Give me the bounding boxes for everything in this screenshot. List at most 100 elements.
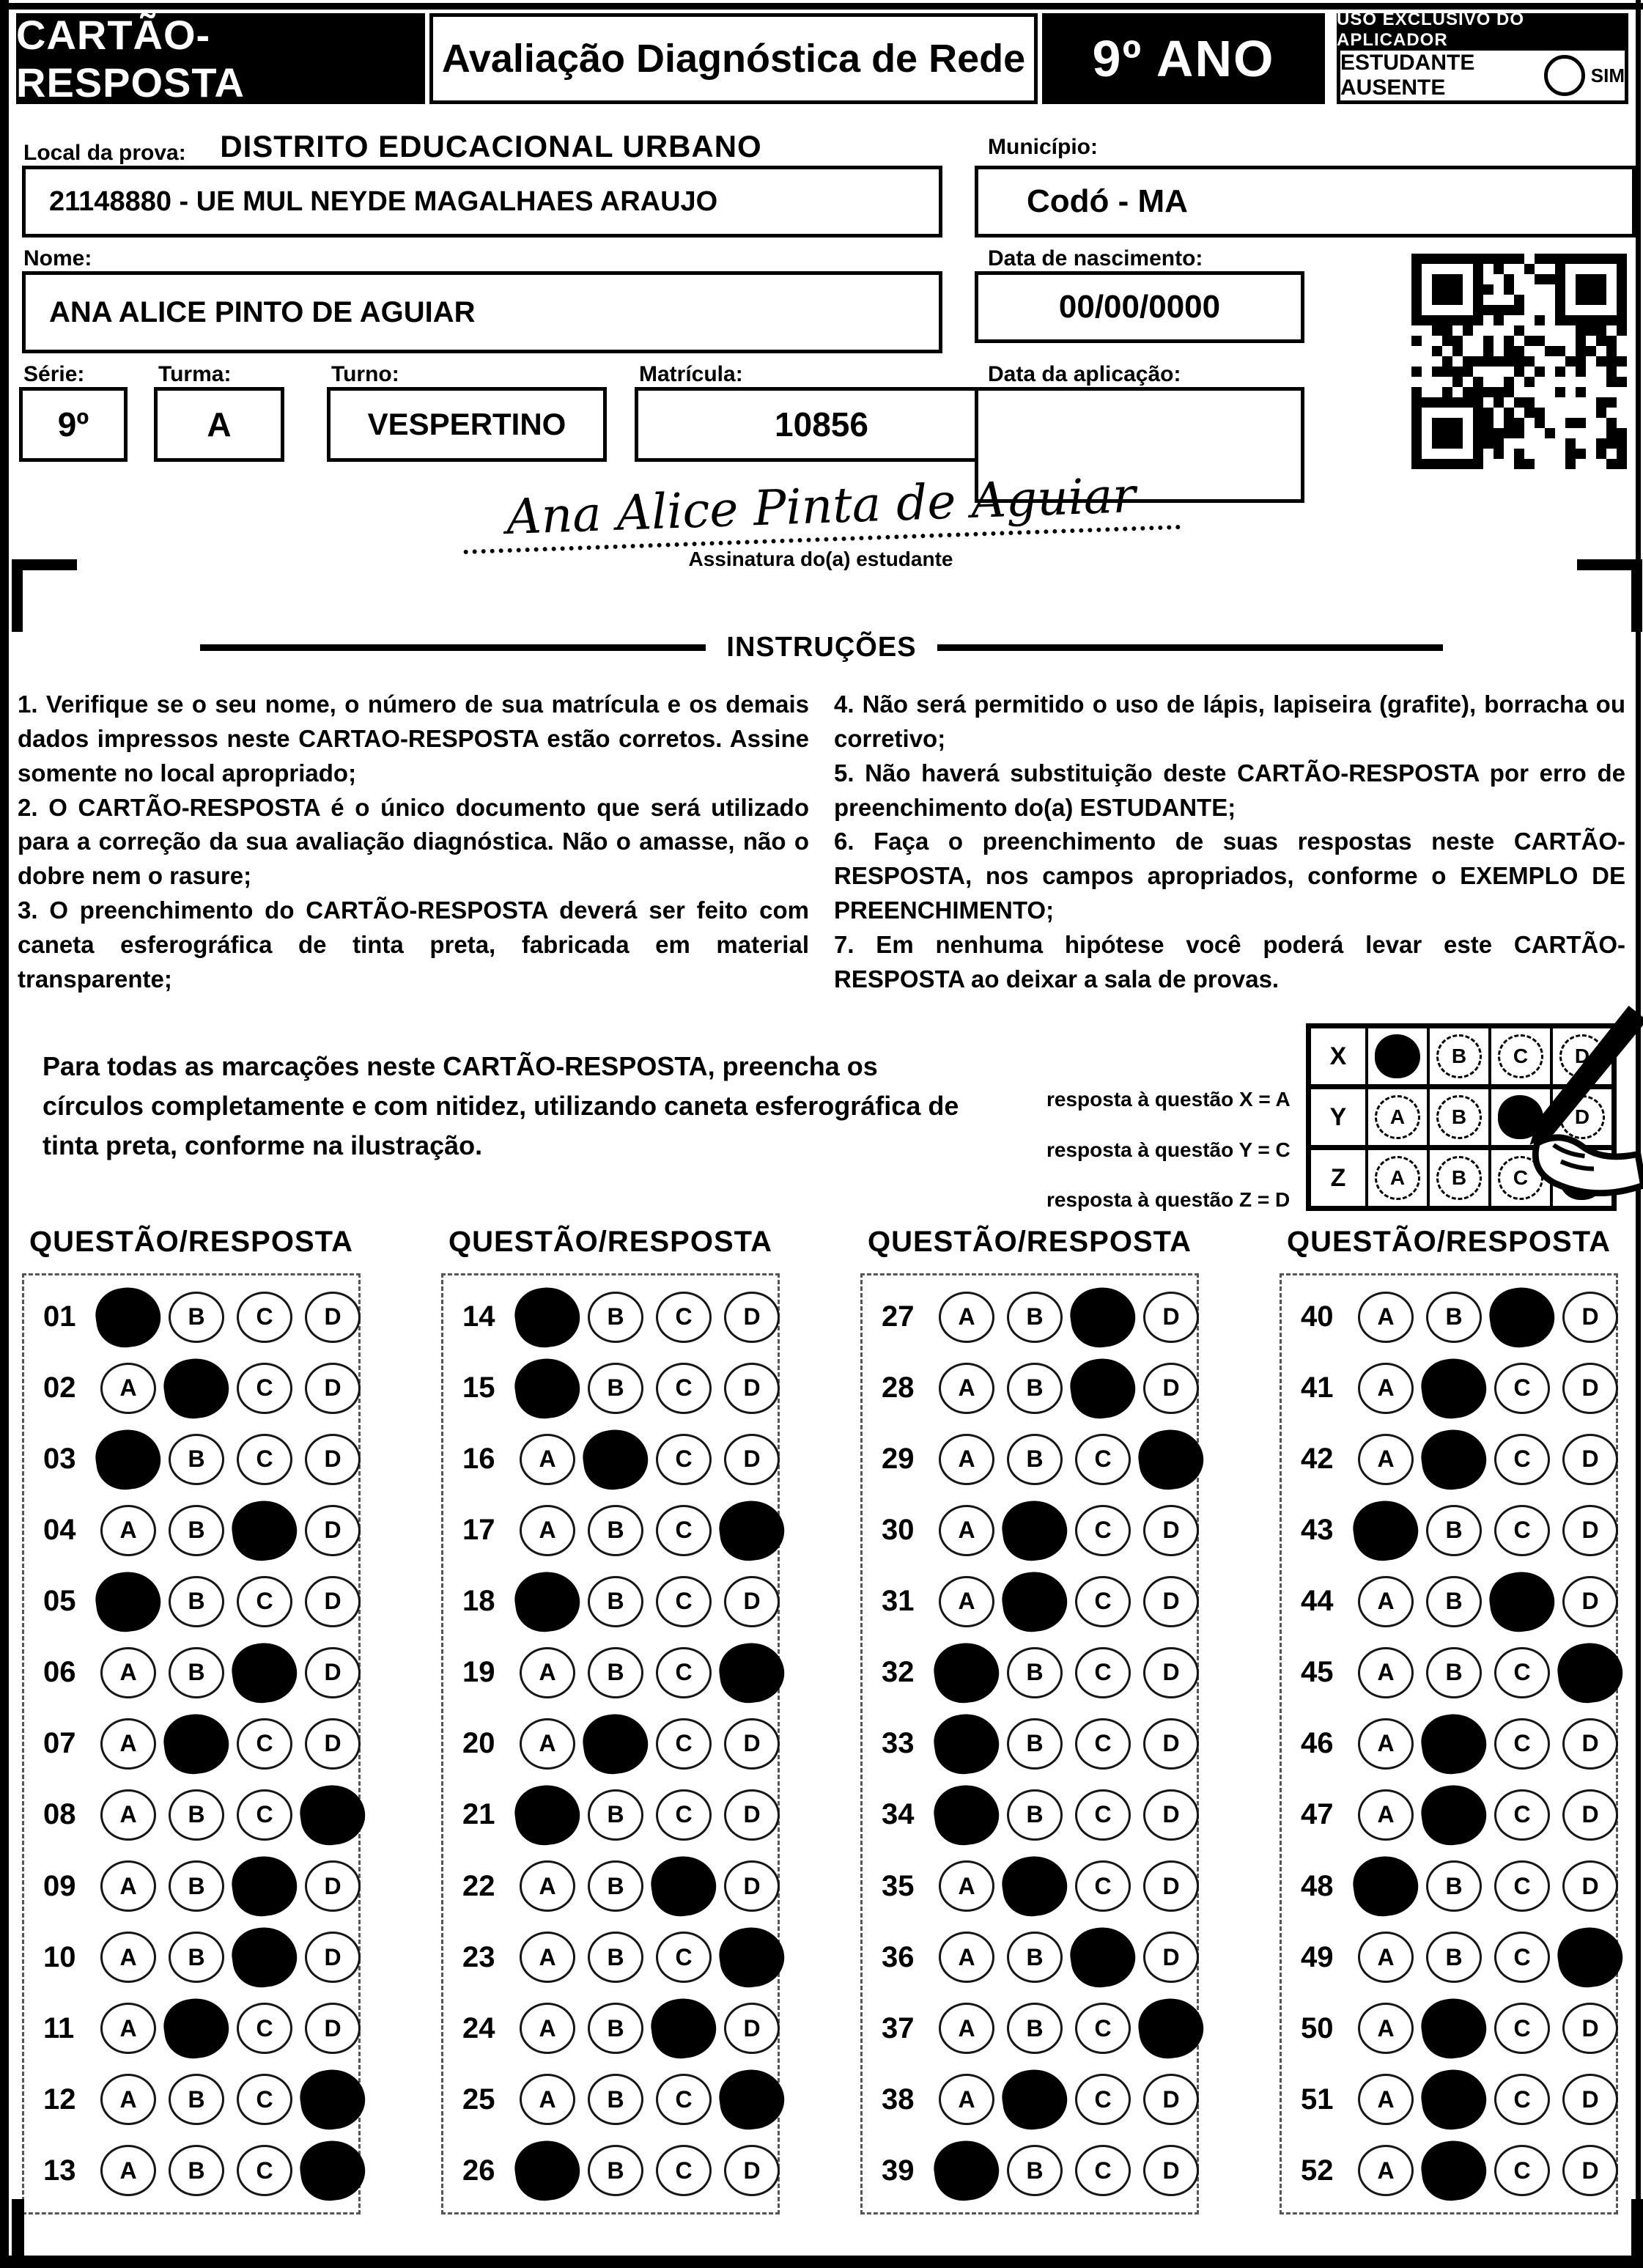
bubble-a[interactable]: A	[939, 1575, 994, 1627]
bubble-c-filled[interactable]	[228, 1923, 301, 1992]
bubble-c[interactable]: C	[1494, 1646, 1550, 1698]
bubble-c[interactable]: C	[1075, 1575, 1131, 1627]
bubble-b[interactable]: B	[1426, 1291, 1482, 1343]
bubble-b[interactable]: B	[588, 1860, 643, 1912]
bubble-a[interactable]: A	[100, 1860, 156, 1912]
bubble-b[interactable]: B	[1007, 1646, 1063, 1698]
bubble-c[interactable]: C	[237, 1362, 292, 1414]
bubble-a[interactable]: A	[1358, 2003, 1414, 2055]
bubble-d[interactable]: D	[1143, 1575, 1199, 1627]
bubble-a[interactable]: A	[1358, 1789, 1414, 1841]
bubble-a[interactable]: A	[939, 2003, 994, 2055]
bubble-a[interactable]: A	[520, 1860, 575, 1912]
bubble-d-filled[interactable]	[1134, 1425, 1208, 1493]
bubble-c[interactable]: C	[1075, 1860, 1131, 1912]
bubble-b-filled[interactable]	[1417, 1425, 1491, 1493]
bubble-a[interactable]: A	[1358, 1291, 1414, 1343]
bubble-d[interactable]: D	[724, 2145, 780, 2197]
bubble-a[interactable]: A	[520, 2074, 575, 2126]
bubble-d[interactable]: D	[1562, 1575, 1618, 1627]
bubble-d[interactable]: D	[1143, 1717, 1199, 1770]
bubble-d[interactable]: D	[1143, 1504, 1199, 1556]
bubble-d[interactable]: D	[1562, 1789, 1618, 1841]
bubble-d[interactable]: D	[1143, 1291, 1199, 1343]
bubble-b[interactable]: B	[169, 1932, 224, 1984]
bubble-d[interactable]: D	[1143, 2145, 1199, 2197]
bubble-d[interactable]: D	[305, 1932, 361, 1984]
bubble-d[interactable]: D	[1562, 1362, 1618, 1414]
bubble-a[interactable]: A	[939, 1291, 994, 1343]
bubble-d[interactable]: D	[724, 1291, 780, 1343]
bubble-c[interactable]: C	[237, 1291, 292, 1343]
bubble-b[interactable]: B	[1007, 1291, 1063, 1343]
bubble-c[interactable]: C	[1075, 1717, 1131, 1770]
bubble-b-filled[interactable]	[160, 1354, 233, 1422]
bubble-a-filled[interactable]	[92, 1283, 165, 1351]
bubble-a[interactable]: A	[520, 1646, 575, 1698]
bubble-a[interactable]: A	[100, 1646, 156, 1698]
bubble-c[interactable]: C	[237, 1575, 292, 1627]
aplicacao-field[interactable]	[975, 387, 1304, 503]
bubble-c-filled[interactable]	[1066, 1283, 1140, 1351]
bubble-c[interactable]: C	[1075, 1646, 1131, 1698]
bubble-d[interactable]: D	[305, 1860, 361, 1912]
bubble-b-filled[interactable]	[1417, 1709, 1491, 1778]
bubble-b[interactable]: B	[1426, 1646, 1482, 1698]
bubble-c[interactable]: C	[656, 2074, 712, 2126]
bubble-d-filled[interactable]	[296, 1781, 369, 1849]
bubble-c[interactable]: C	[1075, 2074, 1131, 2126]
bubble-a[interactable]: A	[939, 1860, 994, 1912]
bubble-b[interactable]: B	[588, 1646, 643, 1698]
bubble-c[interactable]: C	[1494, 2074, 1550, 2126]
bubble-c[interactable]: C	[237, 1789, 292, 1841]
bubble-b[interactable]: B	[588, 1932, 643, 1984]
bubble-c[interactable]: C	[1075, 2003, 1131, 2055]
bubble-b[interactable]: B	[1426, 1932, 1482, 1984]
bubble-d[interactable]: D	[305, 1433, 361, 1485]
bubble-a[interactable]: A	[520, 1504, 575, 1556]
bubble-b[interactable]: B	[588, 1575, 643, 1627]
bubble-d[interactable]: D	[724, 1433, 780, 1485]
bubble-c[interactable]: C	[1494, 2003, 1550, 2055]
bubble-c[interactable]: C	[1075, 2145, 1131, 2197]
bubble-c[interactable]: C	[237, 2074, 292, 2126]
bubble-c[interactable]: C	[1494, 1932, 1550, 1984]
bubble-a[interactable]: A	[100, 1932, 156, 1984]
bubble-a[interactable]: A	[1358, 1646, 1414, 1698]
bubble-d[interactable]: D	[1562, 2003, 1618, 2055]
bubble-b[interactable]: B	[1426, 1504, 1482, 1556]
bubble-a-filled[interactable]	[930, 1781, 1003, 1849]
bubble-b[interactable]: B	[588, 2145, 643, 2197]
bubble-b-filled[interactable]	[579, 1425, 652, 1493]
bubble-c[interactable]: C	[656, 1504, 712, 1556]
bubble-a[interactable]: A	[100, 2003, 156, 2055]
bubble-b[interactable]: B	[169, 1504, 224, 1556]
bubble-b-filled[interactable]	[1417, 1994, 1491, 2063]
bubble-d[interactable]: D	[1562, 2074, 1618, 2126]
bubble-b[interactable]: B	[169, 1789, 224, 1841]
bubble-b-filled[interactable]	[1417, 2136, 1491, 2205]
bubble-a-filled[interactable]	[92, 1425, 165, 1493]
bubble-c[interactable]: C	[1075, 1504, 1131, 1556]
bubble-c[interactable]: C	[237, 1433, 292, 1485]
bubble-a[interactable]: A	[520, 1433, 575, 1485]
bubble-b-filled[interactable]	[160, 1994, 233, 2063]
bubble-c[interactable]: C	[1494, 1717, 1550, 1770]
bubble-d[interactable]: D	[1562, 1291, 1618, 1343]
bubble-c-filled[interactable]	[1485, 1283, 1559, 1351]
bubble-c[interactable]: C	[1494, 1504, 1550, 1556]
bubble-d-filled[interactable]	[715, 1638, 789, 1707]
bubble-b-filled[interactable]	[1417, 1781, 1491, 1849]
bubble-b[interactable]: B	[169, 1646, 224, 1698]
bubble-b[interactable]: B	[588, 2074, 643, 2126]
bubble-a[interactable]: A	[520, 1717, 575, 1770]
bubble-a-filled[interactable]	[511, 1781, 584, 1849]
bubble-c[interactable]: C	[1494, 1789, 1550, 1841]
bubble-c[interactable]: C	[1075, 1433, 1131, 1485]
bubble-d[interactable]: D	[305, 1646, 361, 1698]
bubble-b[interactable]: B	[588, 2003, 643, 2055]
bubble-a[interactable]: A	[1358, 1433, 1414, 1485]
bubble-c[interactable]: C	[656, 1646, 712, 1698]
bubble-d[interactable]: D	[724, 1717, 780, 1770]
bubble-d-filled[interactable]	[1134, 1994, 1208, 2063]
